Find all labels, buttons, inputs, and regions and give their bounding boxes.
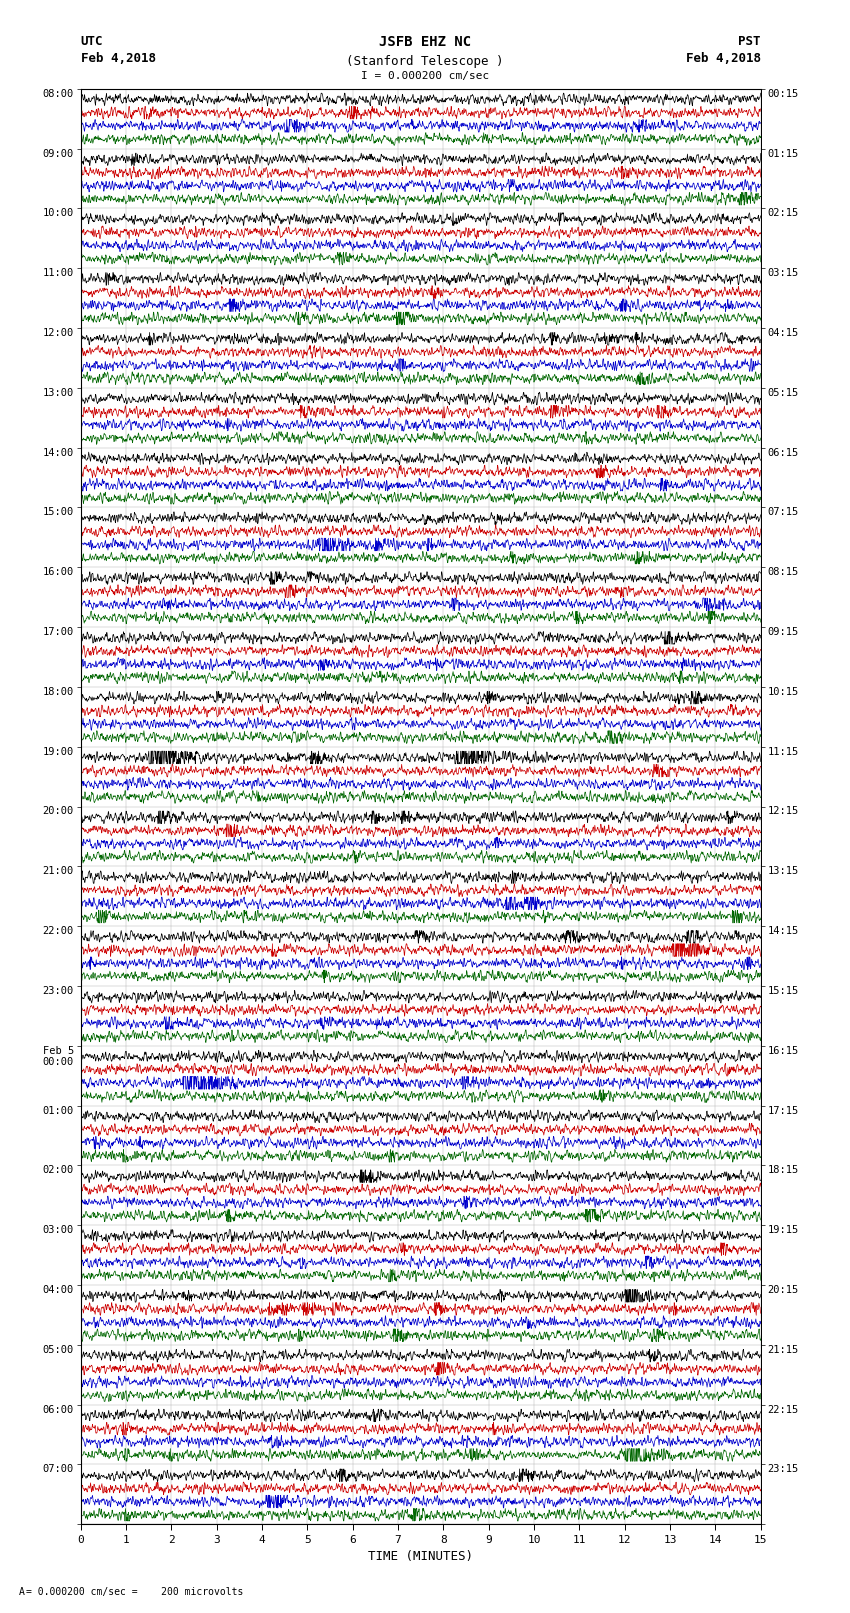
Text: (Stanford Telescope ): (Stanford Telescope ): [346, 55, 504, 68]
Text: = 0.000200 cm/sec =    200 microvolts: = 0.000200 cm/sec = 200 microvolts: [26, 1587, 243, 1597]
X-axis label: TIME (MINUTES): TIME (MINUTES): [368, 1550, 473, 1563]
Text: UTC: UTC: [81, 35, 103, 48]
Text: PST: PST: [739, 35, 761, 48]
Text: I = 0.000200 cm/sec: I = 0.000200 cm/sec: [361, 71, 489, 81]
Text: Feb 4,2018: Feb 4,2018: [686, 52, 761, 65]
Text: A: A: [19, 1587, 25, 1597]
Text: JSFB EHZ NC: JSFB EHZ NC: [379, 35, 471, 50]
Text: Feb 4,2018: Feb 4,2018: [81, 52, 156, 65]
